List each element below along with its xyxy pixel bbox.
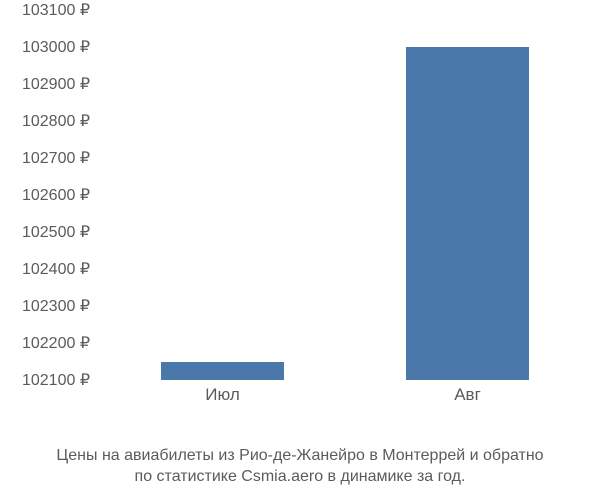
caption-line-2: по статистике Csmia.aero в динамике за г… <box>0 466 600 488</box>
y-tick-label: 102400 ₽ <box>22 259 90 279</box>
y-axis: 102100 ₽ 102200 ₽ 102300 ₽ 102400 ₽ 102500 ₽… <box>0 0 100 420</box>
y-tick-label: 102600 ₽ <box>22 185 90 205</box>
bar <box>161 362 284 381</box>
x-axis: Июл Авг <box>100 385 590 415</box>
chart-caption: Цены на авиабилеты из Рио-де-Жанейро в М… <box>0 445 600 488</box>
x-tick-label: Авг <box>454 385 481 405</box>
y-tick-label: 102100 ₽ <box>22 370 90 390</box>
y-tick-label: 102200 ₽ <box>22 333 90 353</box>
y-tick-label: 102700 ₽ <box>22 148 90 168</box>
y-tick-label: 102900 ₽ <box>22 74 90 94</box>
bar <box>406 47 529 380</box>
price-chart: 102100 ₽ 102200 ₽ 102300 ₽ 102400 ₽ 102500 ₽… <box>0 0 600 420</box>
x-tick-label: Июл <box>205 385 240 405</box>
y-tick-label: 103100 ₽ <box>22 0 90 20</box>
y-tick-label: 102300 ₽ <box>22 296 90 316</box>
y-tick-label: 103000 ₽ <box>22 37 90 57</box>
y-tick-label: 102500 ₽ <box>22 222 90 242</box>
y-tick-label: 102800 ₽ <box>22 111 90 131</box>
plot-area <box>100 10 590 380</box>
caption-line-1: Цены на авиабилеты из Рио-де-Жанейро в М… <box>0 445 600 467</box>
